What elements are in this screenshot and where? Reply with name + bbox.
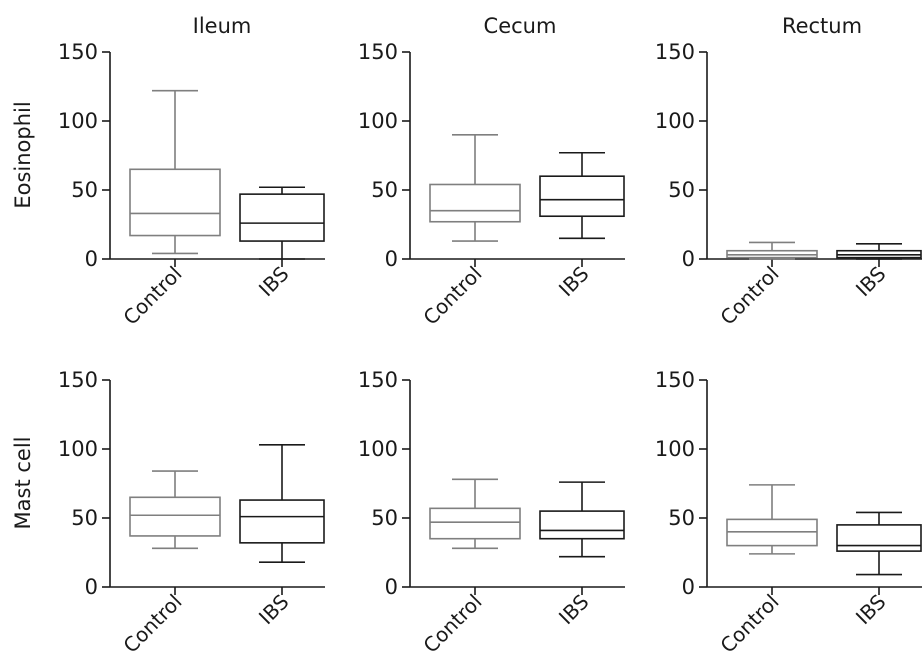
y-tick-label: 150 — [58, 40, 98, 64]
y-tick-label: 50 — [371, 178, 398, 202]
box-control — [129, 89, 221, 255]
x-tick-label-control: Control — [418, 590, 486, 658]
y-tick-label: 100 — [358, 109, 398, 133]
y-tick-label: 100 — [655, 109, 695, 133]
x-tick-label-control: Control — [715, 590, 783, 658]
box-control — [429, 134, 521, 242]
y-tick-label: 0 — [385, 247, 398, 271]
y-tick-label: 150 — [655, 40, 695, 64]
panel-eosinophil-rectum: 0 50 100 150 Control IBS — [655, 40, 922, 330]
y-tick-label: 50 — [71, 506, 98, 530]
panel-mast-cell-rectum: 0 50 100 150 Control IBS — [655, 368, 922, 658]
x-tick-label-control: Control — [118, 590, 186, 658]
y-tick-label: 150 — [358, 40, 398, 64]
column-title-ileum: Ileum — [193, 14, 252, 38]
panel-mast-cell-ileum: 0 50 100 150 Control IBS — [58, 368, 325, 658]
y-tick-label: 50 — [371, 506, 398, 530]
box-control — [129, 470, 221, 550]
row-label-eosinophil: Eosinophil — [11, 101, 35, 208]
box-iqr — [239, 499, 325, 544]
box-iqr — [429, 183, 521, 223]
box-ibs — [836, 243, 922, 260]
box-iqr — [129, 496, 221, 537]
box-iqr — [539, 510, 625, 540]
box-iqr — [836, 524, 922, 552]
y-tick-label: 50 — [71, 178, 98, 202]
x-tick-label-control: Control — [418, 262, 486, 330]
y-tick-label: 50 — [668, 506, 695, 530]
column-titles: Ileum Cecum Rectum — [193, 14, 862, 38]
y-tick-label: 150 — [655, 368, 695, 392]
y-tick-label: 50 — [668, 178, 695, 202]
box-iqr — [429, 507, 521, 540]
box-ibs — [539, 151, 625, 240]
panel-eosinophil-cecum: 0 50 100 150 Control IBS — [358, 40, 625, 330]
y-tick-label: 100 — [58, 437, 98, 461]
column-title-cecum: Cecum — [484, 14, 557, 38]
y-tick-label: 100 — [358, 437, 398, 461]
panels: 0 50 100 150 Control IBS 0 50 100 150 Control IBS 0 5… — [58, 40, 922, 658]
y-tick-label: 150 — [58, 368, 98, 392]
x-tick-label-ibs: IBS — [554, 590, 594, 630]
x-tick-label-ibs: IBS — [554, 262, 594, 302]
box-ibs — [836, 511, 922, 576]
row-label-mast-cell: Mast cell — [11, 437, 35, 530]
x-tick-label-control: Control — [715, 262, 783, 330]
box-iqr — [239, 193, 325, 242]
x-tick-label-ibs: IBS — [254, 590, 294, 630]
x-tick-label-ibs: IBS — [851, 262, 891, 302]
y-tick-label: 100 — [58, 109, 98, 133]
y-tick-label: 100 — [655, 437, 695, 461]
panel-eosinophil-ileum: 0 50 100 150 Control IBS — [58, 40, 325, 330]
box-ibs — [239, 444, 325, 563]
y-tick-label: 0 — [682, 247, 695, 271]
box-control — [726, 484, 818, 555]
x-tick-label-control: Control — [118, 262, 186, 330]
box-control — [726, 241, 818, 260]
column-title-rectum: Rectum — [782, 14, 862, 38]
y-tick-label: 0 — [682, 575, 695, 599]
box-ibs — [239, 186, 325, 260]
x-tick-label-ibs: IBS — [851, 590, 891, 630]
x-tick-label-ibs: IBS — [254, 262, 294, 302]
y-tick-label: 0 — [85, 247, 98, 271]
y-tick-label: 0 — [85, 575, 98, 599]
box-ibs — [539, 481, 625, 558]
box-iqr — [129, 168, 221, 237]
y-tick-label: 0 — [385, 575, 398, 599]
box-iqr — [539, 175, 625, 218]
row-labels: Eosinophil Mast cell — [11, 101, 35, 529]
panel-mast-cell-cecum: 0 50 100 150 Control IBS — [358, 368, 625, 658]
box-control — [429, 478, 521, 550]
y-tick-label: 150 — [358, 368, 398, 392]
